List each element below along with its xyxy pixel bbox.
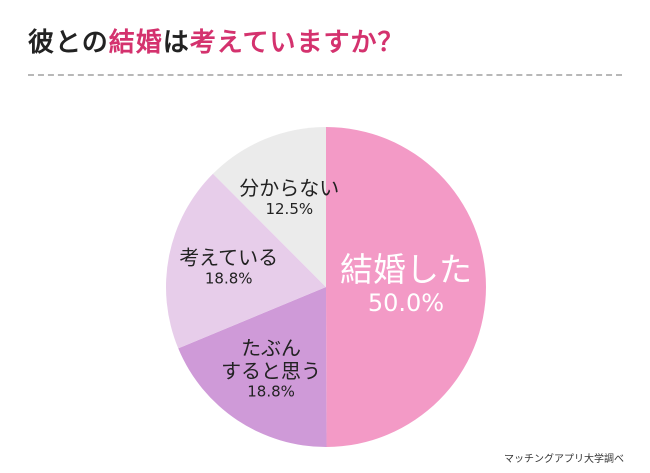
slice-value-4: 12.5% <box>265 200 313 218</box>
title-part-1: 彼との <box>28 28 109 58</box>
title-part-4: 考えていますか？ <box>189 28 405 58</box>
slice-value-1: 50.0% <box>368 289 444 317</box>
title-part-3: は <box>162 28 190 58</box>
chart-title: 彼との結婚は考えていますか？ <box>28 22 404 59</box>
pie-slice-1 <box>326 127 486 447</box>
slice-label-2-line-2: すると思う <box>221 359 321 383</box>
slice-label-2-line-1: たぶん <box>241 336 301 360</box>
title-divider <box>28 74 622 76</box>
slice-label-3-line-1: 考えている <box>179 246 278 270</box>
slice-value-2: 18.8% <box>247 383 295 401</box>
slice-label-1-line-1: 結婚した <box>340 250 472 289</box>
title-part-2: 結婚 <box>108 28 163 58</box>
pie-slice-4 <box>212 127 326 287</box>
pie-slice-2 <box>178 287 327 447</box>
slice-value-3: 18.8% <box>205 269 253 287</box>
slice-label-4-line-1: 分からない <box>239 176 339 200</box>
pie-slice-3 <box>166 173 326 349</box>
source-note: マッチングアプリ大学調べ <box>504 454 624 465</box>
